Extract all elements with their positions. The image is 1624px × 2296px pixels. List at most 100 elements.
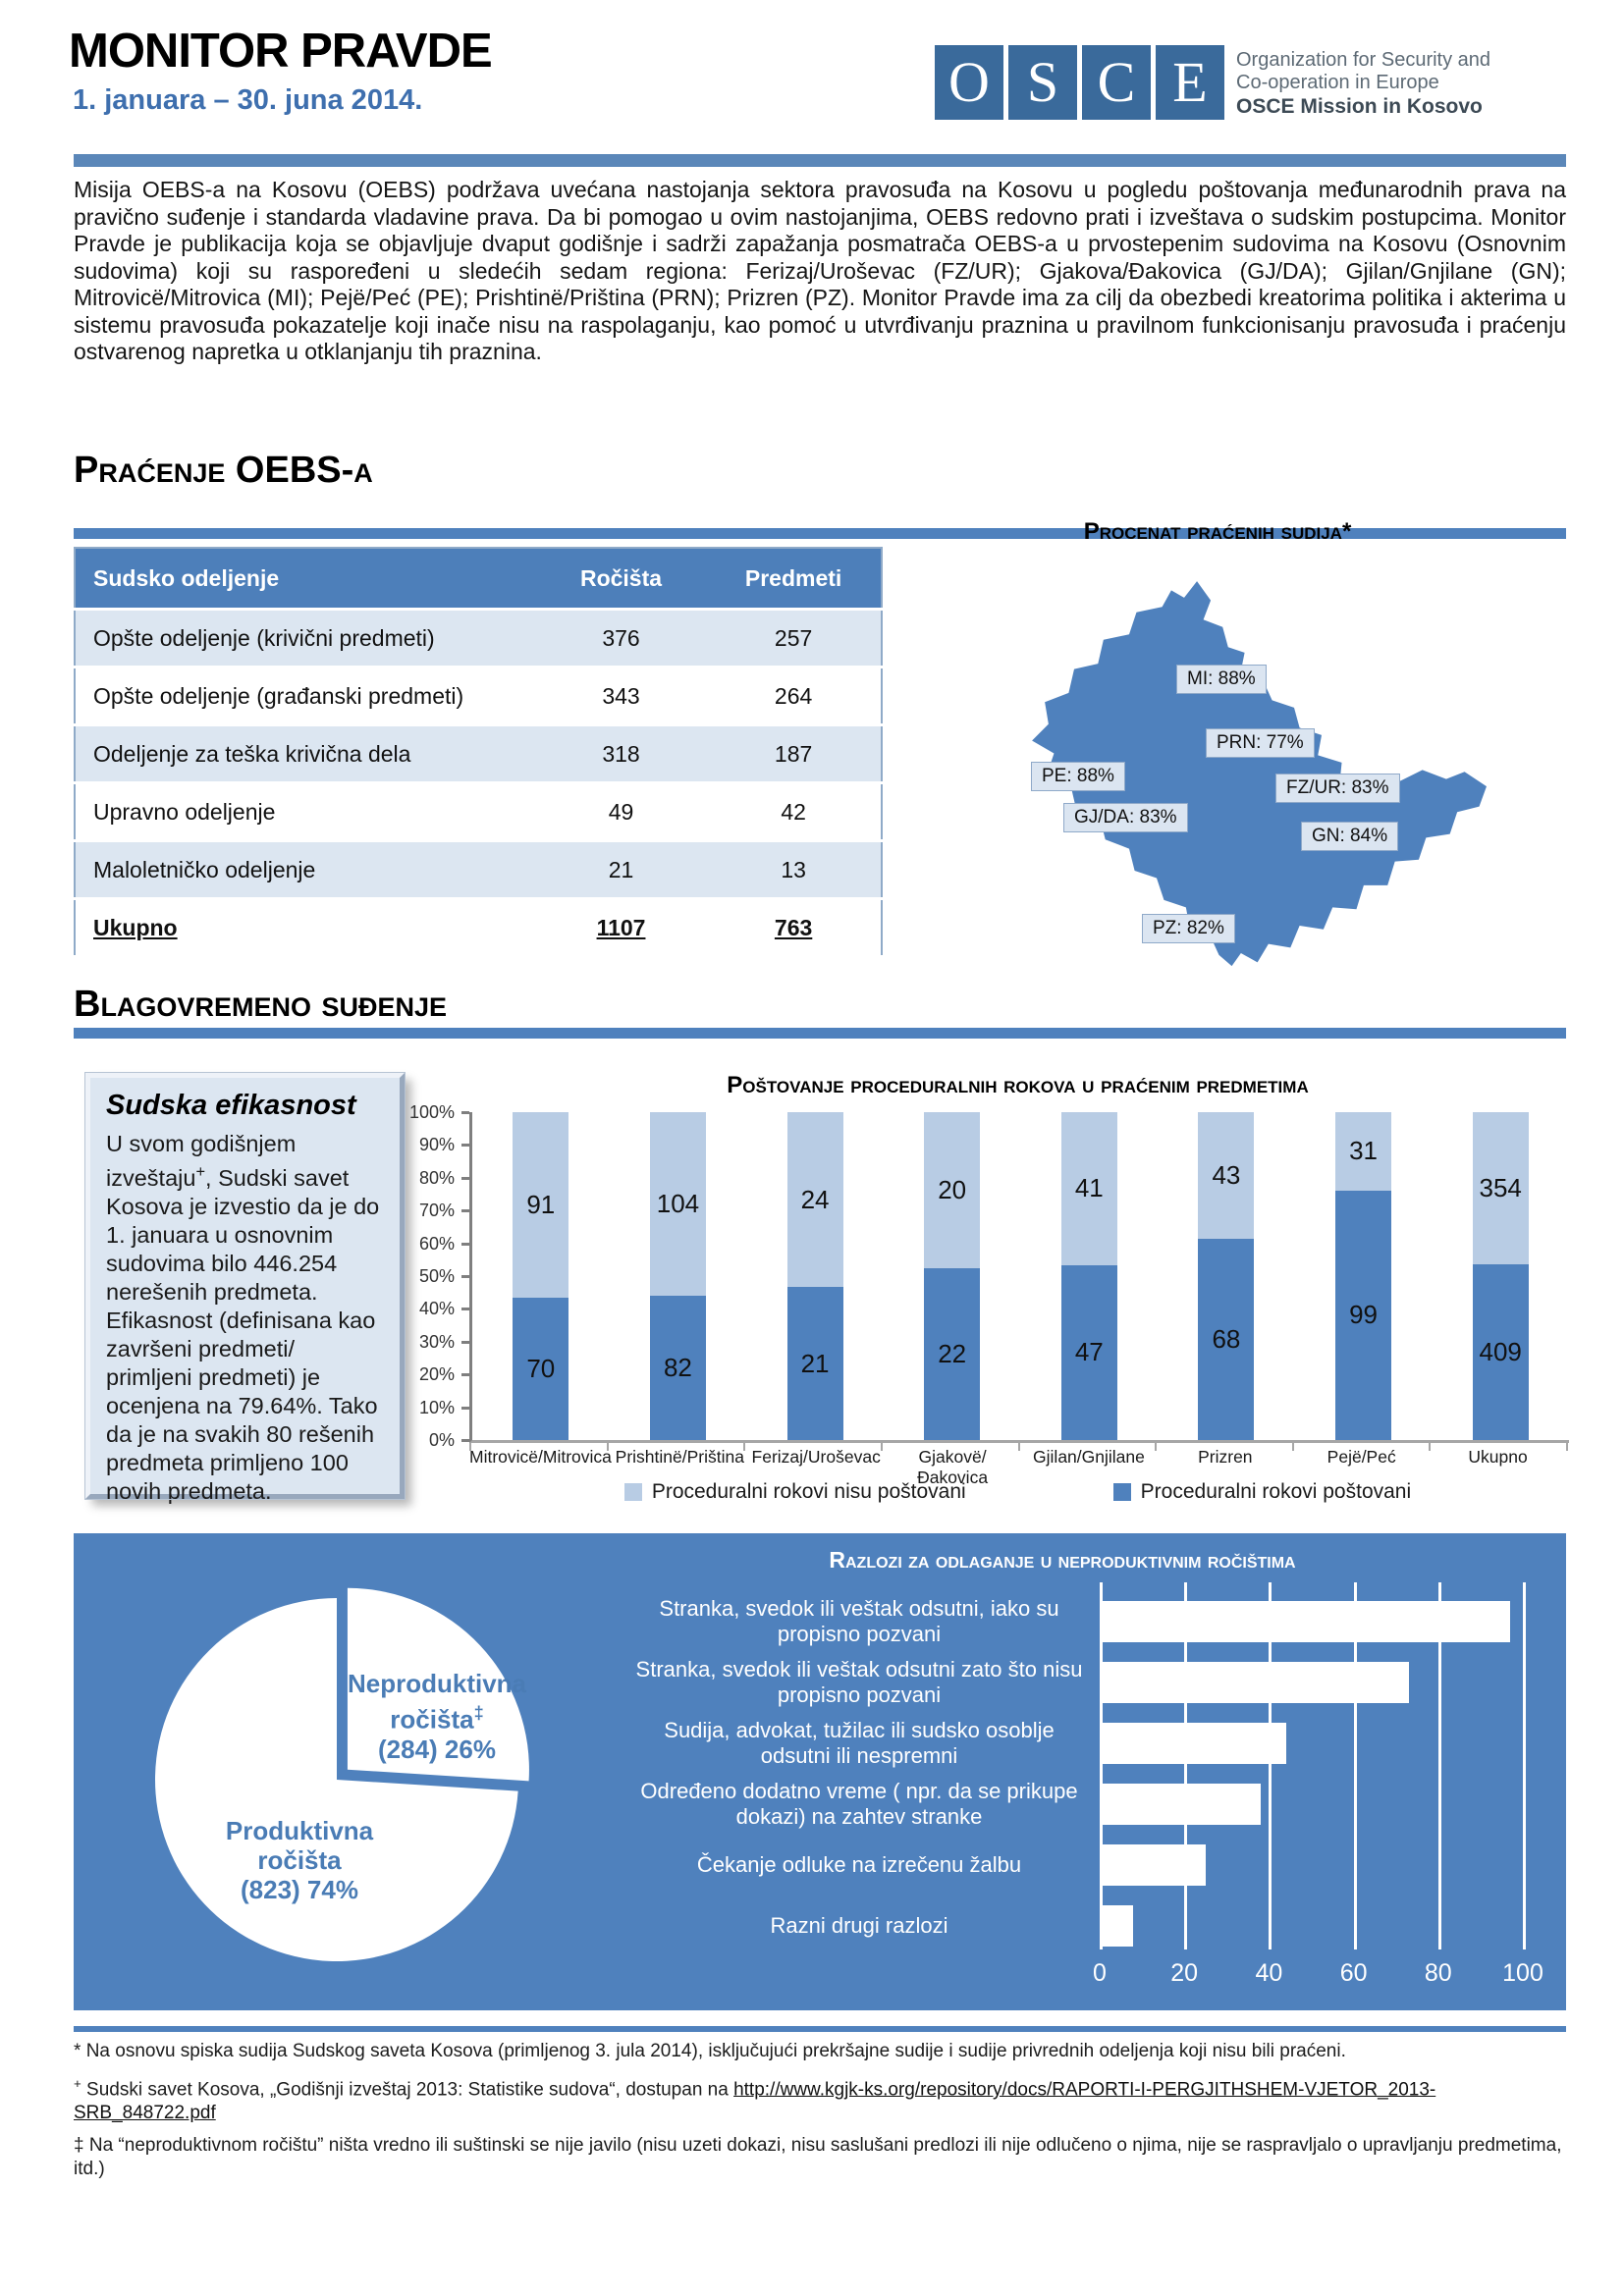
x-axis-category-label: Prishtinë/Priština (615, 1447, 744, 1467)
stacked-bar: 43 68 (1198, 1112, 1255, 1440)
x-axis-category-label: Gjakovë/Đakovica (917, 1447, 989, 1487)
map-region-label: PRN: 77% (1206, 728, 1315, 758)
x-axis-tick-label: 80 (1424, 1959, 1452, 1987)
stacked-bar: 41 47 (1060, 1112, 1117, 1440)
grid-line (1523, 1582, 1526, 1949)
y-axis-tick-label: 100% (408, 1102, 455, 1122)
grid-line (1269, 1582, 1272, 1949)
table-cell-predmeti: 257 (706, 609, 882, 668)
section-divider (74, 1028, 1566, 1039)
bar-segment-respected: 22 (924, 1268, 981, 1440)
grid-line (1100, 1582, 1103, 1949)
y-axis-tick-mark (461, 1275, 469, 1278)
y-axis-tick-mark (461, 1242, 469, 1246)
table-cell-rocista: 21 (535, 840, 707, 900)
judicial-efficiency-box: Sudska efikasnost U svom godišnjem izveš… (84, 1072, 406, 1504)
legend-item: Proceduralni rokovi nisu poštovani (623, 1480, 966, 1504)
osce-logo-letter: S (1008, 45, 1077, 120)
reason-category-label: Čekanje odluke na izrečenu žalbu (696, 1852, 1022, 1877)
y-axis-tick-label: 90% (418, 1135, 455, 1155)
y-axis-tick-label: 80% (418, 1167, 455, 1188)
footnote: * Na osnovu spiska sudija Sudskog saveta… (74, 2041, 1346, 2061)
x-axis-category-label: Ukupno (1468, 1447, 1528, 1467)
stacked-bar-column: 104 82 (610, 1112, 747, 1440)
y-axis-tick-label: 20% (418, 1364, 455, 1385)
footnote-link[interactable]: http://www.kgjk-ks.org/repository/docs/R… (74, 2079, 1436, 2124)
y-axis-tick-mark (461, 1439, 469, 1442)
osce-logo-letter: O (935, 45, 1003, 120)
legend-swatch-icon (623, 1483, 642, 1501)
table-cell-predmeti: 187 (706, 724, 882, 784)
table-total-row: Ukupno 1107 763 (75, 898, 882, 958)
bar-segment-respected: 47 (1060, 1264, 1117, 1440)
header-divider (74, 154, 1566, 167)
stacked-bar-column: 24 21 (746, 1112, 884, 1440)
bar-segment-not-respected: 31 (1335, 1112, 1392, 1191)
map-region-label: GJ/DA: 83% (1063, 803, 1188, 832)
stacked-bar-column: 43 68 (1158, 1112, 1295, 1440)
y-axis-tick-label: 60% (418, 1233, 455, 1254)
y-axis-tick-mark (461, 1308, 469, 1311)
sidebar-title: Sudska efikasnost (106, 1090, 356, 1121)
reason-category-label: Sudija, advokat, tužilac ili sudsko osob… (664, 1718, 1055, 1768)
bar-segment-respected: 68 (1198, 1239, 1255, 1440)
reason-row: Određeno dodatno vreme ( npr. da se prik… (628, 1777, 1546, 1838)
reason-bar (1100, 1784, 1261, 1825)
bar-value-label: 99 (1349, 1300, 1379, 1330)
table-cell-label: Maloletničko odeljenje (75, 840, 536, 900)
y-axis-tick-label: 40% (418, 1299, 455, 1319)
grid-line (1353, 1582, 1357, 1949)
table-cell-rocista: 343 (535, 667, 707, 726)
footnote-marker: + (195, 1163, 206, 1181)
table-cell-label: Opšte odeljenje (krivični predmeti) (75, 609, 536, 668)
table-cell-predmeti: 264 (706, 667, 882, 726)
reason-category-label: Razni drugi razlozi (770, 1913, 948, 1938)
osce-org-line1: Organization for Security and (1236, 49, 1491, 71)
bar-segment-respected: 21 (786, 1287, 843, 1440)
stacked-bar-column: 91 70 (472, 1112, 610, 1440)
stacked-bar: 104 82 (649, 1112, 706, 1440)
reason-bar (1100, 1723, 1286, 1764)
table-row: Odeljenje za teška krivična dela 318 187 (75, 724, 882, 784)
legend-label: Proceduralni rokovi nisu poštovani (651, 1480, 966, 1503)
x-axis-tick-label: 40 (1255, 1959, 1283, 1987)
reason-row: Stranka, svedok ili veštak odsutni, iako… (628, 1594, 1546, 1655)
section-divider (74, 528, 1566, 539)
bar-segment-not-respected: 91 (513, 1112, 569, 1298)
legend-item: Proceduralni rokovi poštovani (1112, 1480, 1412, 1504)
bar-value-label: 41 (1074, 1173, 1104, 1203)
x-axis-tick-label: 20 (1170, 1959, 1199, 1987)
footnotes: * Na osnovu spiska sudija Sudskog saveta… (74, 2040, 1566, 2190)
y-axis-tick-label: 50% (418, 1266, 455, 1286)
x-axis-tick-mark (1429, 1443, 1432, 1451)
x-axis-tick-label: 0 (1093, 1959, 1107, 1987)
map-title: Procenat praćenih sudija* (1083, 518, 1352, 545)
stacked-bar-column: 20 22 (884, 1112, 1021, 1440)
bar-segment-not-respected: 20 (924, 1112, 981, 1269)
footer-divider (74, 2026, 1566, 2032)
stacked-bar: 354 409 (1472, 1112, 1529, 1440)
stacked-bar: 20 22 (924, 1112, 981, 1440)
x-axis-tick-mark (606, 1443, 609, 1451)
y-axis-tick-mark (461, 1340, 469, 1344)
bar-value-label: 24 (800, 1184, 830, 1214)
osce-logo-letter: C (1082, 45, 1151, 120)
stacked-bar: 91 70 (513, 1112, 569, 1440)
x-axis-category-label: Pejë/Peć (1326, 1447, 1396, 1467)
reason-bar (1100, 1844, 1206, 1886)
pie-label-text: Neproduktivna ročišta (347, 1669, 527, 1735)
table-cell-predmeti: 42 (706, 782, 882, 842)
pie-label-value: (823) 74% (241, 1875, 358, 1904)
y-axis-tick-label: 30% (418, 1331, 455, 1352)
x-axis-tick-label: 100 (1502, 1959, 1543, 1987)
reason-category-label: Stranka, svedok ili veštak odsutni, iako… (659, 1596, 1059, 1646)
table-cell-label: Upravno odeljenje (75, 782, 536, 842)
reasons-chart-plot: Stranka, svedok ili veštak odsutni, iako… (628, 1582, 1546, 1949)
stacked-bar: 31 99 (1335, 1112, 1392, 1440)
bar-segment-respected: 70 (513, 1297, 569, 1440)
map-region-label: GN: 84% (1301, 822, 1399, 851)
map-region-label: PZ: 82% (1142, 914, 1235, 943)
map-region-label: FZ/UR: 83% (1275, 774, 1400, 803)
legend-label: Proceduralni rokovi poštovani (1140, 1480, 1412, 1503)
